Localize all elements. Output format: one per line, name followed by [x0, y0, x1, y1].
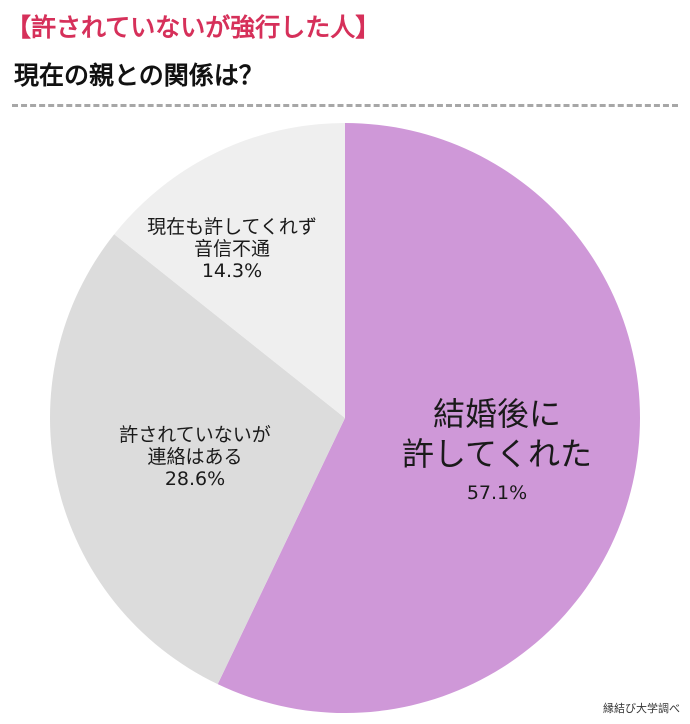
pie-slice-1: [217, 123, 640, 713]
pie-slice-2: [49, 234, 346, 685]
chart-subtitle: 現在の親との関係は？: [14, 61, 264, 90]
pie-slice-3: [114, 123, 345, 418]
slice-2-label-line-1: 許されていないが: [119, 424, 270, 446]
slice-1-label-line-1: 結婚後に: [433, 395, 561, 433]
dashed-divider: [12, 104, 678, 107]
source-credit: 縁結び大学調べ: [603, 702, 680, 715]
slice-1-value-label: 57.1%: [467, 482, 527, 504]
slice-1-label-line-2: 許してくれた: [402, 435, 592, 473]
chart-title-heading: 【許されていないが強行した人】: [6, 13, 381, 42]
slice-2-label-line-2: 連絡はある: [147, 446, 242, 468]
slice-3-label-line-2: 音信不通: [194, 238, 270, 260]
slice-3-value-label: 14.3%: [202, 260, 262, 282]
slice-2-value-label: 28.6%: [165, 468, 225, 490]
slice-3-label-line-1: 現在も許してくれず: [147, 216, 317, 238]
